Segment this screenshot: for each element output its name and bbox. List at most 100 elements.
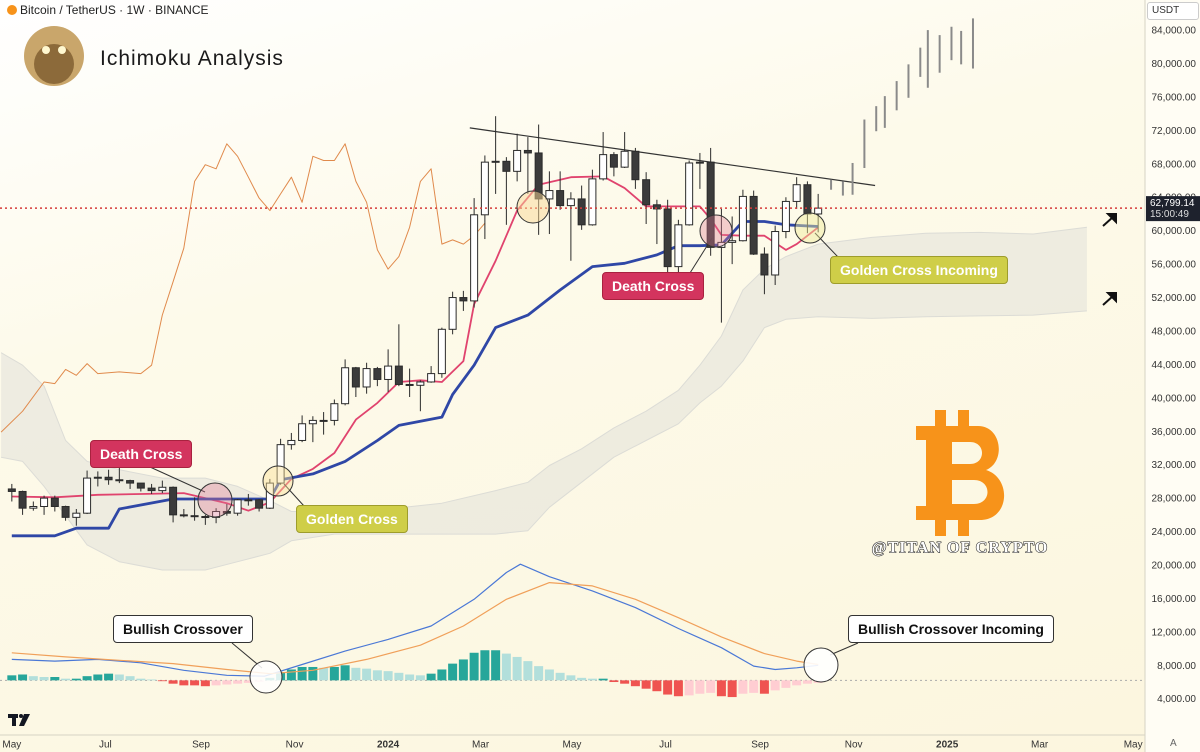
y-tick-label: 28,000.00 (1152, 494, 1197, 505)
macd-histogram-bar (555, 672, 565, 681)
candle-body (792, 184, 801, 202)
arrow-head (1105, 292, 1117, 304)
candle-body (566, 198, 575, 207)
macd-histogram-bar (609, 680, 619, 683)
auto-scale[interactable]: A (1170, 738, 1177, 749)
macd-histogram-bar (39, 677, 49, 681)
macd-histogram-bar (544, 669, 554, 681)
logo-bar (935, 410, 946, 432)
cross-circle (197, 482, 233, 518)
mid-layer (7, 18, 974, 677)
candle-body (330, 403, 339, 421)
x-tick-label: Jul (99, 740, 112, 751)
candle-body (523, 149, 532, 154)
candle-body (416, 381, 425, 386)
y-tick-label: 72,000.00 (1152, 126, 1197, 137)
ichimoku-line (0, 143, 486, 433)
macd-histogram-bar (179, 680, 189, 686)
candle-body (201, 516, 210, 519)
y-tick-label: 36,000.00 (1152, 427, 1197, 438)
y-tick-label: 84,000.00 (1152, 26, 1197, 37)
connector (689, 237, 713, 274)
macd-histogram-bar (329, 666, 339, 681)
candle-body (308, 419, 317, 425)
cross-circle (516, 190, 550, 224)
macd-histogram-bar (512, 656, 522, 681)
macd-histogram-bar (372, 670, 382, 681)
candle-body (50, 497, 59, 507)
y-tick-label: 44,000.00 (1152, 360, 1197, 371)
macd-histogram-bar (200, 680, 210, 687)
connector (283, 483, 305, 507)
symbol-header: Bitcoin / TetherUS · 1W · BINANCE (20, 3, 209, 17)
macd-histogram-bar (727, 680, 737, 698)
x-tick-label: Mar (472, 740, 490, 751)
macd-histogram-bar (620, 680, 630, 684)
macd-signal (11, 582, 819, 675)
candle-body (642, 179, 651, 206)
macd-histogram-bar (577, 677, 587, 681)
macd-histogram-bar (243, 680, 253, 683)
candle-body (448, 297, 457, 330)
annotation: Golden Cross (296, 505, 408, 533)
macd-histogram-bar (18, 674, 28, 681)
candle-body (695, 161, 704, 164)
candle-body (93, 476, 102, 479)
candle-body (40, 497, 49, 507)
candle-body (599, 154, 608, 180)
y-tick-label: 80,000.00 (1152, 59, 1197, 70)
candle-body (620, 150, 629, 168)
trendline (469, 127, 876, 187)
candle-body (61, 505, 70, 518)
bitcoin-logo (916, 410, 1005, 536)
x-tick-label: May (1124, 740, 1143, 751)
macd-histogram-bar (222, 680, 232, 685)
candle-body (631, 150, 640, 181)
y-tick-label: 52,000.00 (1152, 293, 1197, 304)
annotation: Bullish Crossover (113, 615, 253, 643)
candle-body (362, 368, 371, 388)
macd-histogram-bar (319, 667, 329, 681)
candle-body (126, 480, 135, 484)
y-tick-label: 68,000.00 (1152, 159, 1197, 170)
candle-body (781, 200, 790, 233)
candle-body (803, 184, 812, 215)
macd-histogram-bar (93, 674, 103, 681)
candle-body (319, 419, 328, 422)
candle-body (502, 160, 511, 172)
annotation: Death Cross (90, 440, 193, 468)
macd-histogram-bar (415, 675, 425, 681)
candle-body (706, 161, 715, 248)
candle-body (749, 195, 758, 255)
front-layer: 4,000.00 8,000.00 12,000.00 16,000.00 20,000… (0, 26, 1200, 751)
y-tick-label: 12,000.00 (1152, 627, 1197, 638)
cross-circle (803, 647, 839, 683)
currency[interactable]: USDT (1147, 2, 1199, 20)
macd-histogram-bar (458, 659, 468, 681)
connector (814, 232, 839, 258)
logo-part (12, 714, 16, 726)
candle-body (115, 479, 124, 482)
avatar-eye (42, 46, 50, 54)
cloud-upper (0, 226, 1087, 512)
y-tick-label: 76,000.00 (1152, 92, 1197, 103)
macd-histogram-bar (61, 678, 71, 681)
candle-body (384, 365, 393, 380)
macd-histogram-bar (523, 661, 533, 681)
cloud-fill (1, 227, 1087, 571)
y-tick-label: 20,000.00 (1152, 560, 1197, 571)
cross-circle (249, 660, 283, 694)
last-price-box (1146, 196, 1200, 222)
annotation: Golden Cross Incoming (830, 256, 1008, 284)
macd-histogram-bar (792, 680, 802, 686)
candle-body (652, 204, 661, 210)
candle-body (459, 297, 468, 302)
avatar-face (34, 44, 74, 84)
candle-body (738, 195, 747, 242)
macd-histogram-bar (426, 673, 436, 681)
logo-bar (958, 410, 969, 432)
macd-histogram-bar (566, 675, 576, 681)
candle-body (814, 207, 823, 215)
